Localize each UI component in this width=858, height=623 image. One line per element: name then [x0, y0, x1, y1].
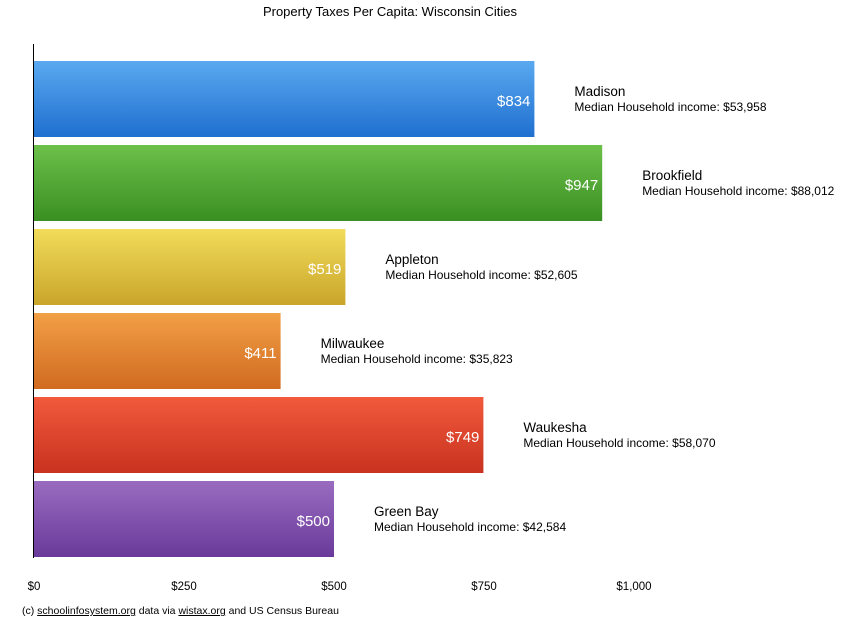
- bar-madison: [34, 61, 535, 137]
- x-tick-label: $1,000: [616, 581, 651, 593]
- income-annotation: Median Household income: $42,584: [374, 520, 566, 534]
- category-label: Milwaukee: [321, 336, 385, 351]
- source-prefix: (c): [22, 605, 38, 617]
- bar-brookfield: [34, 145, 603, 221]
- value-label: $411: [244, 345, 276, 362]
- bar-green-bay: [34, 481, 334, 557]
- value-label: $500: [297, 513, 330, 530]
- income-annotation: Median Household income: $88,012: [642, 184, 834, 198]
- bar-appleton: [34, 229, 346, 305]
- chart-title: Property Taxes Per Capita: Wisconsin Cit…: [262, 4, 518, 19]
- x-tick-label: $250: [171, 581, 197, 593]
- bar-waukesha: [34, 397, 484, 473]
- value-label: $749: [446, 429, 479, 446]
- value-label: $947: [565, 177, 598, 194]
- x-tick-label: $500: [321, 581, 347, 593]
- value-label: $834: [497, 93, 530, 110]
- income-annotation: Median Household income: $52,605: [385, 268, 577, 282]
- value-label: $519: [308, 261, 341, 278]
- x-tick-label: $0: [28, 581, 41, 593]
- source-suffix: and US Census Bureau: [225, 605, 339, 617]
- bar-milwaukee: [34, 313, 281, 389]
- x-tick-label: $750: [471, 581, 497, 593]
- income-annotation: Median Household income: $35,823: [321, 352, 513, 366]
- category-label: Madison: [574, 84, 625, 99]
- source-link-schoolinfosystem[interactable]: schoolinfosystem.org: [37, 605, 136, 617]
- category-label: Appleton: [385, 252, 438, 267]
- source-note: (c) schoolinfosystem.org data via wistax…: [22, 605, 339, 617]
- source-link-wistax[interactable]: wistax.org: [178, 605, 226, 617]
- category-label: Waukesha: [523, 420, 587, 435]
- category-label: Brookfield: [642, 168, 702, 183]
- source-middle: data via: [135, 605, 179, 617]
- income-annotation: Median Household income: $58,070: [523, 436, 715, 450]
- category-label: Green Bay: [374, 504, 439, 519]
- income-annotation: Median Household income: $53,958: [574, 100, 766, 114]
